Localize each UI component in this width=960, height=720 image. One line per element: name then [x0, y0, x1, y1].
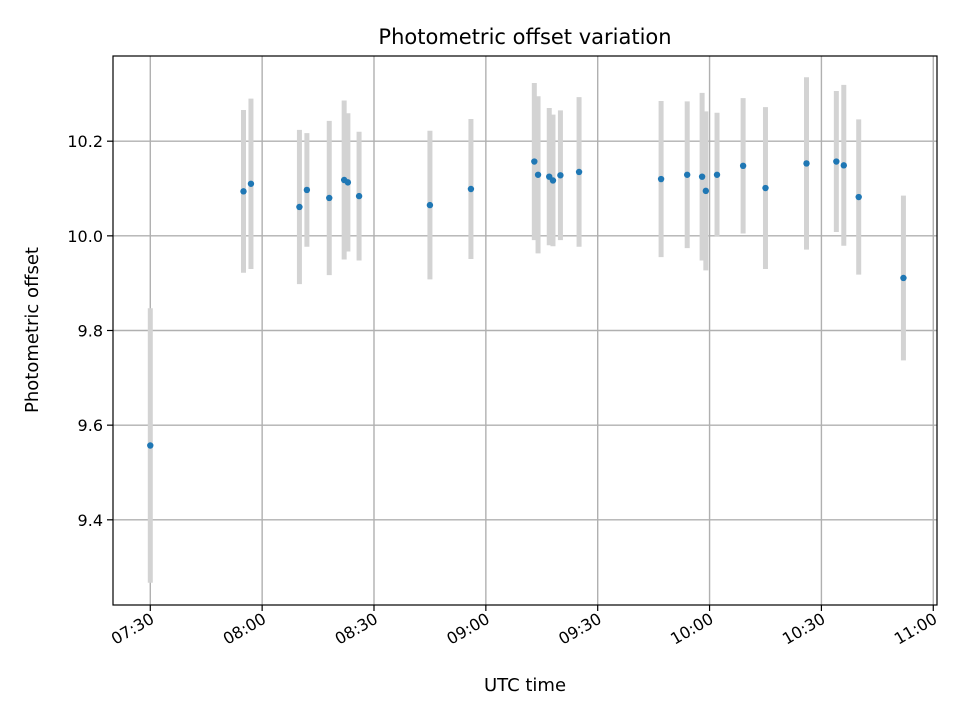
grid-layer: [113, 56, 937, 605]
data-point: [344, 179, 352, 186]
y-tick-label: 9.6: [78, 416, 103, 435]
data-point: [762, 184, 769, 192]
data-point: [840, 162, 847, 169]
data-point: [531, 158, 538, 165]
data-point: [240, 188, 247, 195]
y-tick-label: 10.2: [67, 132, 103, 151]
data-point-layer: [147, 158, 907, 449]
x-axis-title: UTC time: [484, 675, 566, 696]
data-point: [534, 171, 542, 178]
data-point: [326, 194, 333, 202]
data-point: [303, 186, 311, 194]
data-point: [683, 171, 691, 178]
data-point: [147, 442, 154, 449]
y-tick-label: 9.4: [78, 511, 103, 530]
data-point: [739, 162, 747, 169]
data-point: [713, 171, 721, 178]
chart-title: Photometric offset variation: [378, 25, 671, 49]
data-point: [698, 173, 706, 180]
data-point: [803, 160, 810, 167]
data-point: [900, 274, 907, 282]
data-point: [296, 203, 303, 211]
y-tick-label: 9.8: [78, 322, 103, 341]
data-point: [855, 193, 862, 201]
data-point: [575, 168, 583, 176]
y-tick-layer: 9.4 9.6 9.8 10.0 10.2: [67, 132, 113, 530]
data-point: [657, 175, 665, 183]
data-point: [557, 172, 564, 179]
data-point: [702, 187, 710, 195]
data-point: [247, 180, 255, 187]
data-point: [467, 185, 475, 193]
data-point: [355, 192, 363, 200]
data-point: [549, 177, 557, 184]
y-tick-label: 10.0: [67, 227, 103, 246]
data-point: [426, 201, 434, 209]
data-point: [833, 158, 840, 165]
y-axis-title: Photometric offset: [22, 247, 43, 413]
